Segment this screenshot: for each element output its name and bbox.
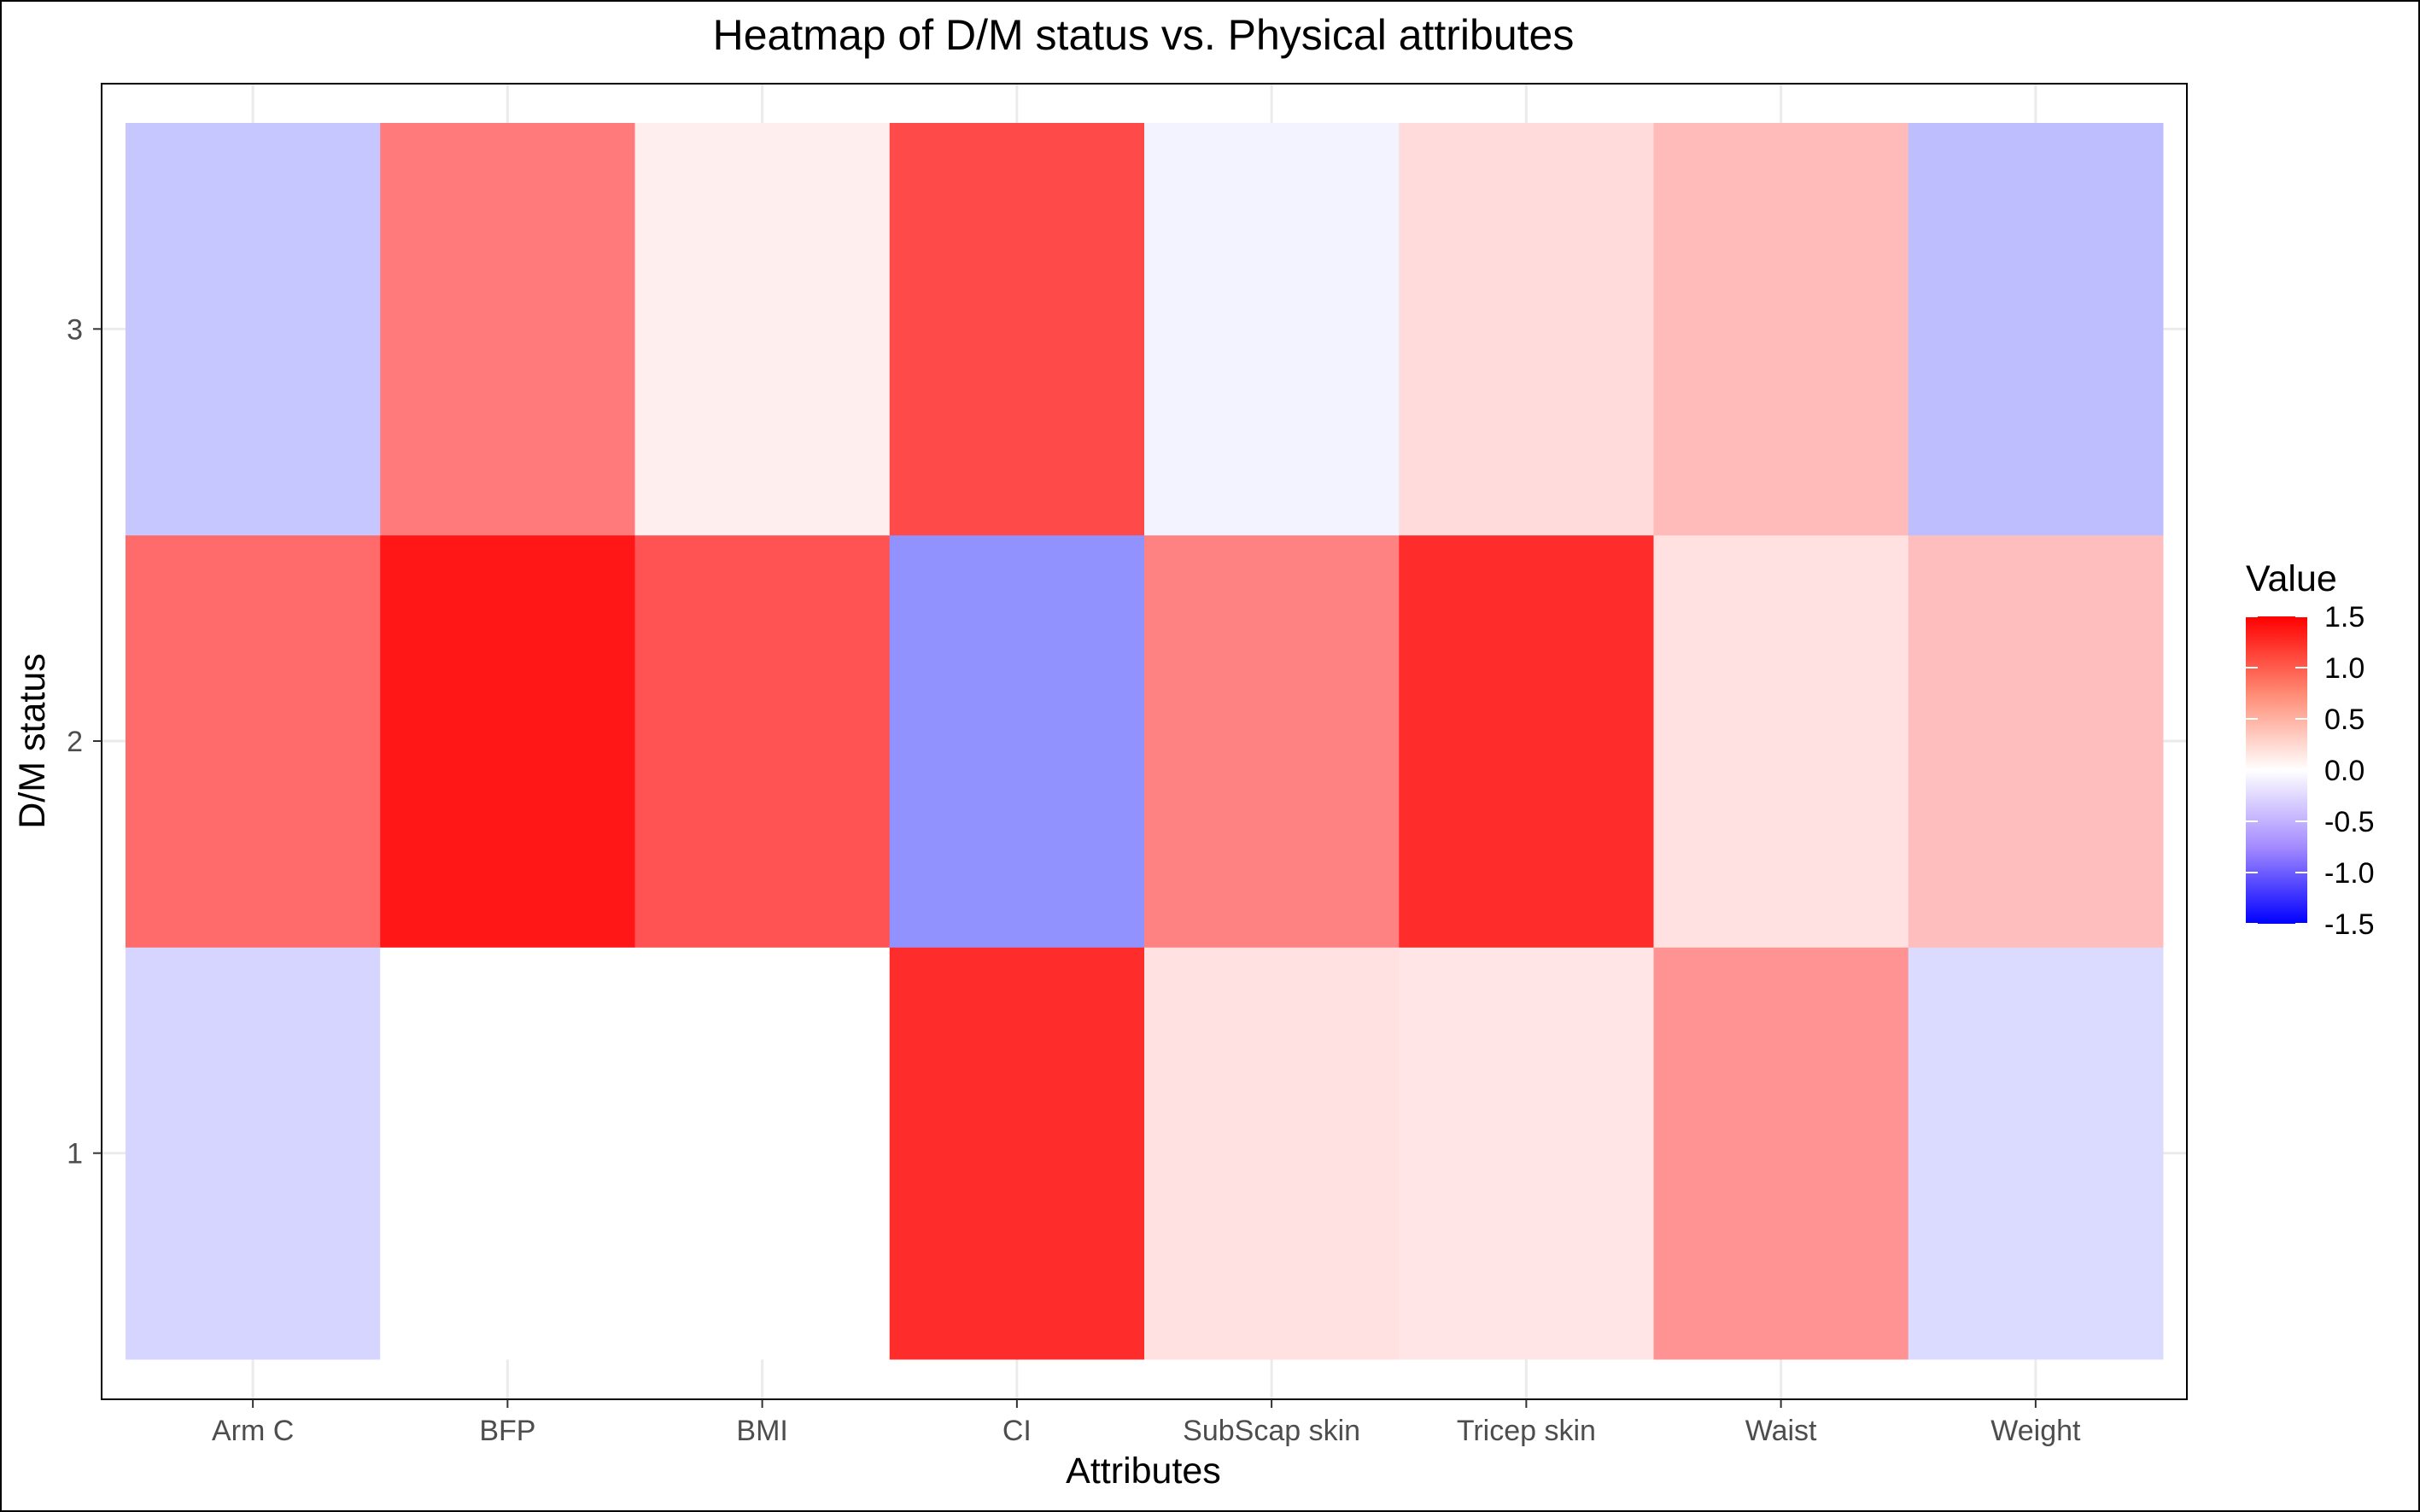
heatmap-cell <box>634 534 891 948</box>
heatmap-cell <box>889 947 1145 1360</box>
y-axis-ticks: 1 2 3 <box>67 313 102 1170</box>
y-tick-label: 3 <box>67 313 83 346</box>
heatmap-cell <box>380 123 635 536</box>
heatmap-cell <box>380 947 635 1360</box>
x-axis-ticks: Arm C BFP BMI CI SubScap skin Tricep skin Wais… <box>212 1399 2081 1447</box>
heatmap-cell <box>1144 534 1400 948</box>
y-tick-label: 1 <box>67 1138 83 1170</box>
heatmap-cell <box>1653 947 1909 1360</box>
x-tick-label: Weight <box>1990 1415 2081 1447</box>
heatmap-cell <box>1144 947 1400 1360</box>
heatmap-cell <box>1399 534 1654 948</box>
heatmap-cell <box>889 123 1145 536</box>
x-tick-label: Tricep skin <box>1457 1415 1596 1447</box>
legend-label: 1.0 <box>2324 652 2364 685</box>
legend-title: Value <box>2246 558 2337 599</box>
x-tick-label: CI <box>1002 1415 1032 1447</box>
color-legend: Value 1.5 1.0 0.5 0.0 -0.5 -1.0 -1.5 <box>2246 558 2375 941</box>
x-tick-label: SubScap skin <box>1183 1415 1360 1447</box>
y-tick-label: 2 <box>67 726 83 758</box>
heatmap-cell <box>126 534 381 948</box>
heatmap-cell <box>1908 534 2164 948</box>
heatmap-cell <box>1908 123 2164 536</box>
heatmap-cell <box>1399 123 1654 536</box>
heatmap-cell <box>1908 947 2164 1360</box>
chart-title: Heatmap of D/M status vs. Physical attri… <box>713 11 1575 59</box>
legend-label: 0.0 <box>2324 755 2364 787</box>
heatmap-cell <box>380 534 635 948</box>
heatmap-cell <box>1653 534 1909 948</box>
heatmap-cell <box>634 947 891 1360</box>
x-tick-label: Arm C <box>212 1415 294 1447</box>
heatmap-cell <box>126 123 381 536</box>
x-tick-label: Waist <box>1745 1415 1817 1447</box>
legend-label: -0.5 <box>2324 806 2375 838</box>
x-tick-label: BFP <box>479 1415 535 1447</box>
x-axis-title: Attributes <box>1066 1451 1221 1492</box>
heatmap-cells <box>126 123 2164 1360</box>
heatmap-cell <box>1144 123 1400 536</box>
legend-label: 1.5 <box>2324 601 2364 633</box>
y-axis-title: D/M status <box>12 653 53 829</box>
x-tick-label: BMI <box>736 1415 787 1447</box>
heatmap-cell <box>634 123 891 536</box>
heatmap-cell <box>889 534 1145 948</box>
legend-label: 0.5 <box>2324 703 2364 736</box>
heatmap-cell <box>126 947 381 1360</box>
heatmap-cell <box>1653 123 1909 536</box>
legend-label: -1.5 <box>2324 908 2375 941</box>
legend-label: -1.0 <box>2324 857 2375 890</box>
heatmap-cell <box>1399 947 1654 1360</box>
